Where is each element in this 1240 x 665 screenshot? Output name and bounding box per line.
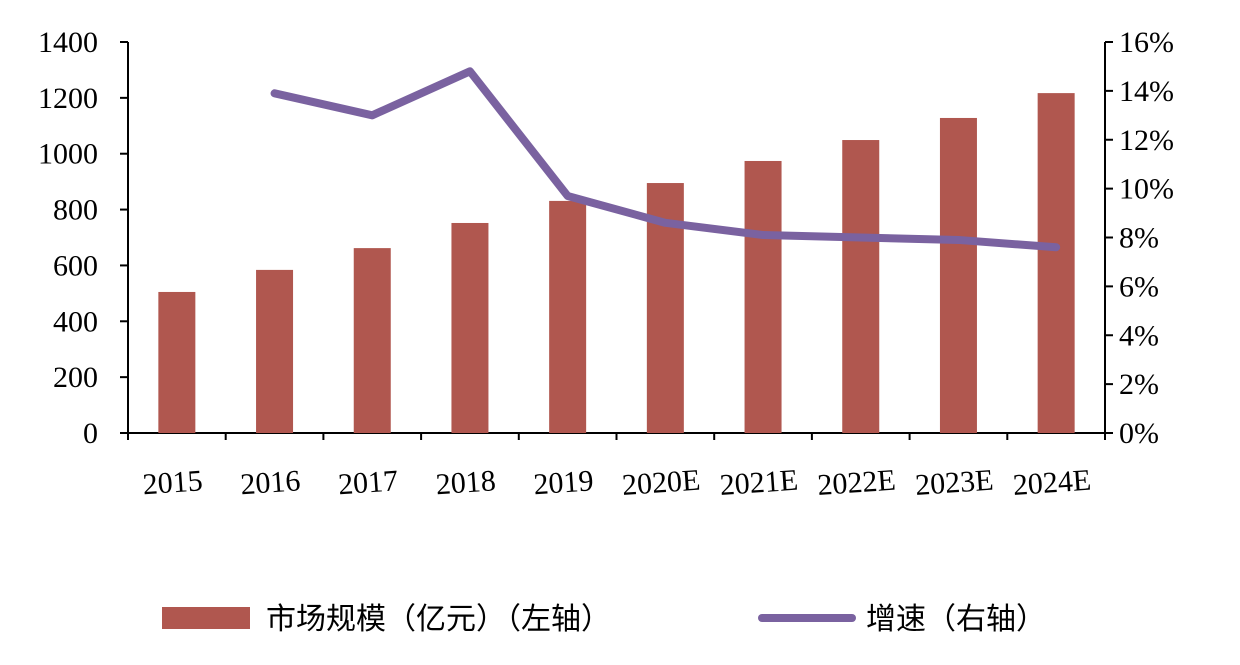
left-tick-label: 600	[53, 249, 98, 282]
right-tick-label: 0%	[1119, 417, 1159, 450]
x-tick-label: 2023E	[914, 464, 994, 502]
right-tick-label: 6%	[1119, 270, 1159, 303]
right-tick-label: 2%	[1119, 368, 1159, 401]
right-tick-label: 8%	[1119, 222, 1159, 255]
left-tick-label: 800	[53, 194, 98, 227]
bar-2017	[354, 248, 391, 433]
bar-2018	[451, 223, 488, 433]
x-tick-label: 2016	[239, 464, 301, 501]
right-tick-label: 12%	[1119, 124, 1174, 157]
left-tick-label: 1200	[38, 82, 98, 115]
right-tick-label: 16%	[1119, 26, 1174, 59]
growth-line	[275, 71, 1057, 247]
x-tick-label: 2017	[337, 464, 399, 501]
bar-2016	[256, 270, 293, 433]
bar-2023E	[940, 118, 977, 433]
left-tick-label: 1400	[38, 26, 98, 59]
legend-bar-label: 市场规模（亿元）（左轴）	[266, 603, 611, 636]
x-tick-label: 2021E	[719, 464, 799, 502]
right-tick-label: 14%	[1119, 75, 1174, 108]
x-tick-label: 2024E	[1012, 464, 1092, 502]
x-tick-label: 2022E	[816, 464, 896, 502]
x-tick-label: 2018	[435, 464, 497, 501]
left-tick-label: 0	[83, 417, 98, 450]
x-tick-label: 2019	[532, 464, 594, 501]
left-tick-label: 200	[53, 361, 98, 394]
legend-line-label: 增速（右轴）	[866, 603, 1046, 636]
right-tick-label: 4%	[1119, 319, 1159, 352]
bar-2015	[158, 292, 195, 433]
legend-bar-swatch	[162, 607, 250, 629]
left-tick-label: 1000	[38, 138, 98, 171]
x-tick-label: 2020E	[621, 464, 701, 502]
bar-2022E	[842, 140, 879, 433]
bar-2024E	[1038, 93, 1075, 433]
bar-2019	[549, 201, 586, 433]
x-tick-label: 2015	[142, 464, 204, 501]
left-tick-label: 400	[53, 305, 98, 338]
right-tick-label: 10%	[1119, 173, 1174, 206]
bar-2021E	[745, 161, 782, 433]
